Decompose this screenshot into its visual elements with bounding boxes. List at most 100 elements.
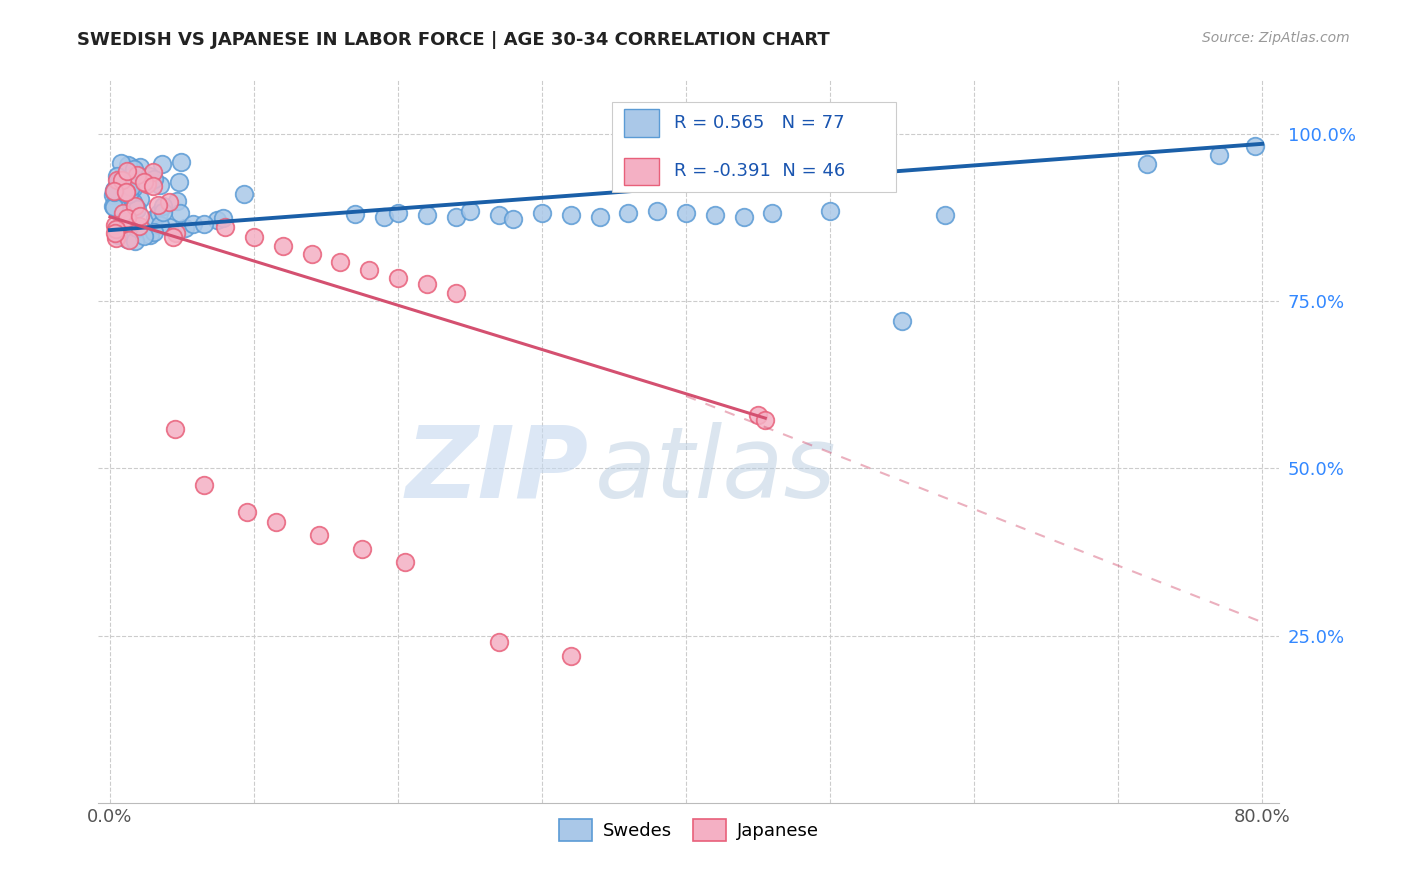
- Point: [207, 213, 229, 227]
- Point: [232, 187, 254, 202]
- Point: [117, 158, 139, 172]
- Point: [214, 220, 236, 235]
- Point: [124, 234, 146, 248]
- Point: [350, 541, 373, 556]
- Point: [124, 199, 146, 213]
- Point: [103, 183, 125, 197]
- Point: [264, 515, 287, 529]
- Point: [101, 187, 124, 202]
- Point: [128, 193, 150, 207]
- Point: [104, 219, 127, 233]
- Point: [271, 239, 294, 253]
- Point: [149, 218, 172, 232]
- Point: [193, 478, 215, 492]
- Point: [115, 211, 138, 225]
- Point: [167, 175, 190, 189]
- Point: [212, 211, 235, 226]
- Point: [104, 231, 127, 245]
- Point: [152, 205, 174, 219]
- Point: [105, 222, 128, 236]
- Point: [343, 207, 366, 221]
- Point: [118, 187, 141, 202]
- Point: [157, 195, 180, 210]
- Point: [115, 163, 138, 178]
- Point: [117, 232, 139, 246]
- Point: [675, 206, 697, 220]
- Point: [103, 185, 125, 199]
- Point: [118, 184, 141, 198]
- Text: atlas: atlas: [595, 422, 837, 519]
- Point: [488, 209, 510, 223]
- Point: [114, 186, 136, 201]
- Point: [387, 270, 409, 285]
- Point: [111, 214, 134, 228]
- Point: [103, 198, 125, 212]
- Point: [531, 206, 554, 220]
- Point: [560, 209, 582, 223]
- Point: [387, 206, 409, 220]
- Point: [149, 178, 172, 192]
- Point: [444, 211, 467, 225]
- Point: [818, 203, 841, 218]
- Text: ZIP: ZIP: [405, 422, 589, 519]
- Point: [416, 277, 439, 292]
- Point: [502, 212, 524, 227]
- Point: [416, 209, 439, 223]
- Point: [243, 230, 266, 244]
- Point: [142, 165, 165, 179]
- Point: [115, 186, 138, 200]
- Point: [308, 528, 330, 542]
- Point: [139, 228, 162, 243]
- FancyBboxPatch shape: [624, 158, 659, 185]
- Point: [120, 180, 142, 194]
- FancyBboxPatch shape: [624, 109, 659, 136]
- Point: [645, 203, 668, 218]
- Point: [143, 225, 166, 239]
- Point: [127, 202, 149, 216]
- Point: [934, 209, 956, 223]
- Point: [104, 182, 127, 196]
- Point: [138, 169, 160, 183]
- Legend: Swedes, Japanese: Swedes, Japanese: [553, 812, 825, 848]
- Point: [157, 219, 180, 234]
- Point: [141, 174, 163, 188]
- Point: [115, 185, 138, 199]
- Point: [747, 408, 769, 422]
- Point: [120, 168, 142, 182]
- Point: [703, 209, 725, 223]
- Point: [112, 224, 135, 238]
- Point: [891, 314, 914, 328]
- Point: [373, 211, 395, 225]
- Point: [1244, 139, 1267, 153]
- Point: [152, 199, 174, 213]
- Point: [105, 169, 128, 183]
- Point: [111, 173, 134, 187]
- Point: [122, 162, 145, 177]
- Point: [1208, 148, 1230, 162]
- Point: [488, 635, 510, 649]
- Point: [128, 161, 150, 175]
- Point: [120, 160, 142, 174]
- Point: [329, 255, 352, 269]
- Point: [122, 195, 145, 210]
- Point: [107, 228, 129, 243]
- Point: [162, 230, 184, 244]
- Point: [165, 226, 187, 240]
- Point: [163, 423, 186, 437]
- Point: [193, 217, 215, 231]
- Y-axis label: In Labor Force | Age 30-34: In Labor Force | Age 30-34: [0, 332, 8, 551]
- Point: [118, 216, 141, 230]
- Point: [236, 505, 259, 519]
- Text: R = -0.391  N = 46: R = -0.391 N = 46: [673, 162, 845, 180]
- Point: [394, 555, 416, 569]
- Point: [617, 206, 640, 220]
- Point: [112, 206, 135, 220]
- Point: [104, 221, 127, 235]
- Text: SWEDISH VS JAPANESE IN LABOR FORCE | AGE 30-34 CORRELATION CHART: SWEDISH VS JAPANESE IN LABOR FORCE | AGE…: [77, 31, 830, 49]
- FancyBboxPatch shape: [612, 102, 896, 193]
- Point: [444, 285, 467, 300]
- Point: [359, 263, 381, 277]
- Point: [301, 247, 323, 261]
- Point: [121, 176, 143, 190]
- Point: [754, 413, 776, 427]
